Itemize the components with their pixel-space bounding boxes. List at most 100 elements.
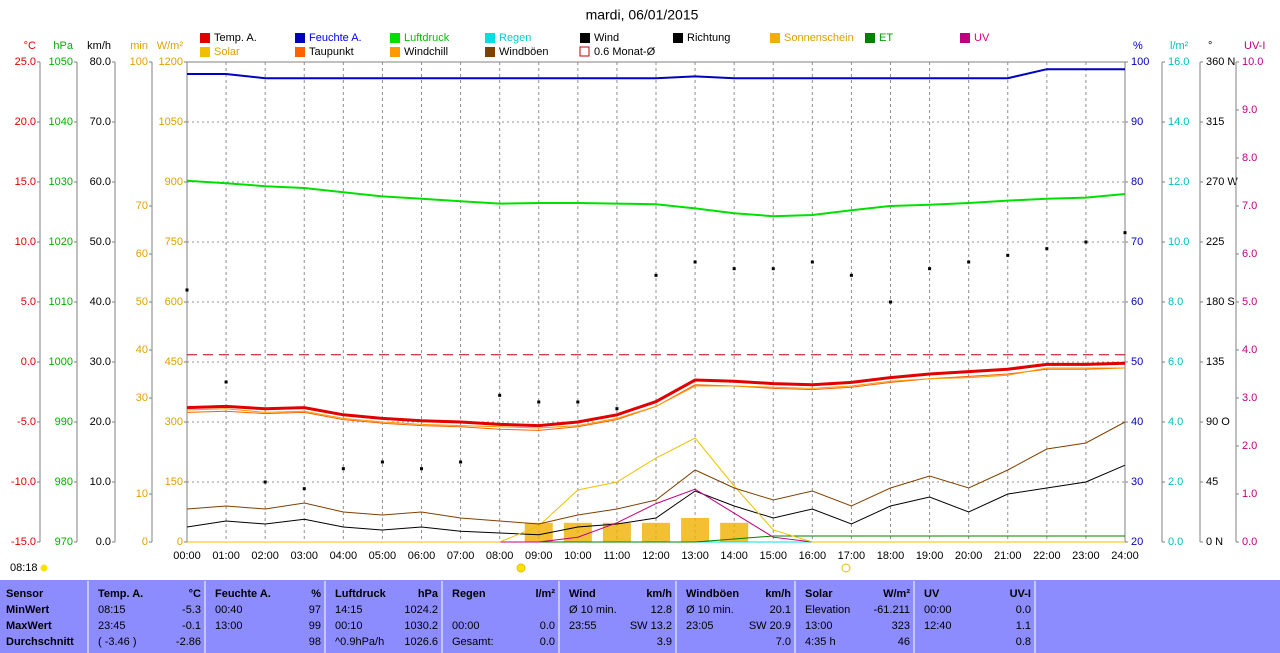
sunshine-bar bbox=[602, 522, 631, 542]
stats-unit: °C bbox=[189, 588, 201, 600]
x-tick-label: 15:00 bbox=[759, 550, 787, 562]
y-tick-label: 20.0 bbox=[90, 416, 111, 428]
stats-cell: 0.0 bbox=[540, 620, 555, 632]
legend-swatch bbox=[200, 47, 210, 57]
y-tick-label: 0 bbox=[177, 536, 183, 548]
legend-swatch bbox=[200, 33, 210, 43]
y-tick-label: 60.0 bbox=[90, 176, 111, 188]
y-tick-label: 180 S bbox=[1206, 296, 1235, 308]
stats-cell: 13:00 bbox=[215, 620, 243, 632]
y-tick-label: 90 bbox=[1131, 116, 1143, 128]
series-line bbox=[187, 68, 1125, 80]
stats-cell: 13:00 bbox=[805, 620, 833, 632]
y-tick-label: 360 N bbox=[1206, 56, 1235, 68]
y-tick-label: 10.0 bbox=[90, 476, 111, 488]
y-tick-label: 50 bbox=[136, 296, 148, 308]
y-tick-label: 135 bbox=[1206, 356, 1224, 368]
x-tick-label: 22:00 bbox=[1033, 550, 1061, 562]
axis-label: ° bbox=[1208, 40, 1212, 52]
stats-cell: -0.1 bbox=[182, 620, 201, 632]
series-line bbox=[186, 361, 1126, 428]
legend-label: Solar bbox=[214, 46, 240, 58]
y-tick-label: 970 bbox=[55, 536, 73, 548]
sunrise-time: 08:18 bbox=[10, 562, 38, 574]
stats-cell: 14:15 bbox=[335, 604, 363, 616]
legend-swatch bbox=[770, 33, 780, 43]
stats-cell: 3.9 bbox=[657, 636, 672, 648]
axis-label: min bbox=[130, 40, 148, 52]
x-tick-label: 17:00 bbox=[838, 550, 866, 562]
direction-dot bbox=[967, 260, 971, 264]
x-tick-label: 19:00 bbox=[916, 550, 944, 562]
stats-cell: 7.0 bbox=[776, 636, 791, 648]
x-tick-label: 14:00 bbox=[720, 550, 748, 562]
axis-label: km/h bbox=[87, 40, 111, 52]
y-tick-label: 100 bbox=[1131, 56, 1149, 68]
y-tick-label: 1.0 bbox=[1242, 488, 1257, 500]
axis-label: °C bbox=[24, 40, 36, 52]
sunshine-bar bbox=[563, 522, 592, 542]
stats-cell: 1024.2 bbox=[404, 604, 438, 616]
y-tick-label: 80.0 bbox=[90, 56, 111, 68]
x-tick-label: 01:00 bbox=[212, 550, 240, 562]
direction-dot bbox=[732, 267, 736, 271]
y-tick-label: 6.0 bbox=[1168, 356, 1183, 368]
x-tick-label: 24:00 bbox=[1111, 550, 1139, 562]
stats-unit: km/h bbox=[765, 588, 791, 600]
legend-label: Temp. A. bbox=[214, 32, 257, 44]
y-tick-label: 70 bbox=[1131, 236, 1143, 248]
y-tick-label: 4.0 bbox=[1242, 344, 1257, 356]
axis-label: W/m² bbox=[157, 40, 184, 52]
series-line bbox=[186, 464, 1126, 536]
y-tick-label: 900 bbox=[165, 176, 183, 188]
y-tick-label: 20 bbox=[1131, 536, 1143, 548]
direction-dot bbox=[498, 393, 502, 397]
legend-label: Feuchte A. bbox=[309, 32, 362, 44]
x-tick-label: 23:00 bbox=[1072, 550, 1100, 562]
y-tick-label: -10.0 bbox=[11, 476, 36, 488]
y-tick-label: 30 bbox=[1131, 476, 1143, 488]
y-tick-label: 90 O bbox=[1206, 416, 1230, 428]
stats-cell: 00:00 bbox=[452, 620, 480, 632]
series-line bbox=[186, 421, 1126, 525]
x-tick-label: 03:00 bbox=[290, 550, 318, 562]
direction-dot bbox=[224, 380, 228, 384]
y-tick-label: 45 bbox=[1206, 476, 1218, 488]
stats-cell: -2.86 bbox=[176, 636, 201, 648]
direction-dot bbox=[302, 487, 306, 491]
stats-cell: Ø 10 min. bbox=[686, 604, 734, 616]
y-tick-label: 315 bbox=[1206, 116, 1224, 128]
y-tick-label: 450 bbox=[165, 356, 183, 368]
stats-cell: SW 13.2 bbox=[630, 620, 672, 632]
stats-unit: l/m² bbox=[535, 588, 555, 600]
x-tick-label: 13:00 bbox=[681, 550, 709, 562]
y-tick-label: -5.0 bbox=[17, 416, 36, 428]
y-tick-label: 1030 bbox=[49, 176, 73, 188]
stats-unit: % bbox=[311, 588, 321, 600]
stats-header: Wind bbox=[569, 588, 596, 600]
stats-header: Solar bbox=[805, 588, 833, 600]
y-tick-label: 40.0 bbox=[90, 296, 111, 308]
x-tick-label: 10:00 bbox=[564, 550, 592, 562]
y-tick-label: 600 bbox=[165, 296, 183, 308]
legend-swatch bbox=[485, 47, 495, 57]
stats-cell: 23:05 bbox=[686, 620, 714, 632]
series-line bbox=[187, 437, 1125, 543]
y-tick-label: 1050 bbox=[159, 116, 183, 128]
x-tick-label: 18:00 bbox=[877, 550, 905, 562]
stats-cell: 23:55 bbox=[569, 620, 597, 632]
sunshine-bar bbox=[681, 518, 710, 542]
x-tick-label: 21:00 bbox=[994, 550, 1022, 562]
y-tick-label: 9.0 bbox=[1242, 104, 1257, 116]
direction-dot bbox=[263, 480, 267, 484]
direction-dot bbox=[693, 260, 697, 264]
stats-cell: 97 bbox=[309, 604, 321, 616]
sun-icon bbox=[40, 564, 48, 572]
y-tick-label: 7.0 bbox=[1242, 200, 1257, 212]
y-tick-label: 20.0 bbox=[15, 116, 36, 128]
y-tick-label: 0.0 bbox=[1168, 536, 1183, 548]
y-tick-label: 270 W bbox=[1206, 176, 1238, 188]
direction-dot bbox=[1045, 247, 1049, 251]
y-tick-label: 750 bbox=[165, 236, 183, 248]
